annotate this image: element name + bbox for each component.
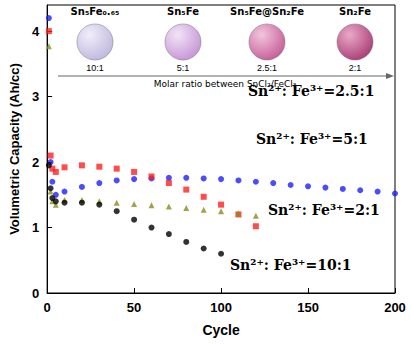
svg-text:2:1: 2:1 — [349, 63, 362, 73]
svg-text:Sn²⁺: Fe³⁺=10:1: Sn²⁺: Fe³⁺=10:1 — [230, 257, 352, 273]
svg-text:Sn₂Fe: Sn₂Fe — [339, 6, 371, 17]
svg-text:1: 1 — [32, 220, 39, 235]
svg-text:2.5:1: 2.5:1 — [257, 63, 277, 73]
svg-text:Volumetric Capacity (Ah/cc): Volumetric Capacity (Ah/cc) — [7, 63, 22, 235]
svg-text:Sn₅Fe: Sn₅Fe — [167, 6, 199, 17]
svg-text:3: 3 — [32, 89, 39, 104]
svg-text:0: 0 — [32, 286, 39, 301]
svg-text:200: 200 — [384, 300, 406, 315]
svg-text:150: 150 — [297, 300, 319, 315]
svg-text:100: 100 — [210, 300, 232, 315]
svg-text:Sn²⁺: Fe³⁺=2.5:1: Sn²⁺: Fe³⁺=2.5:1 — [248, 83, 375, 99]
svg-text:4: 4 — [32, 24, 40, 39]
svg-text:0: 0 — [44, 300, 51, 315]
svg-text:Sn²⁺: Fe³⁺=2:1: Sn²⁺: Fe³⁺=2:1 — [268, 202, 380, 218]
svg-text:Molar ratio between SnCl₂/FeCl: Molar ratio between SnCl₂/FeCl₃ — [154, 79, 297, 89]
svg-text:Sn₅Fe@Sn₂Fe: Sn₅Fe@Sn₂Fe — [230, 6, 304, 17]
svg-text:Cycle: Cycle — [202, 322, 240, 338]
svg-text:5:1: 5:1 — [177, 63, 190, 73]
svg-text:Sn²⁺: Fe³⁺=5:1: Sn²⁺: Fe³⁺=5:1 — [256, 131, 368, 147]
svg-text:10:1: 10:1 — [86, 63, 104, 73]
svg-text:2: 2 — [32, 155, 39, 170]
svg-text:Sn₅Fe₀.₆₅: Sn₅Fe₀.₆₅ — [71, 6, 120, 17]
svg-text:50: 50 — [127, 300, 141, 315]
